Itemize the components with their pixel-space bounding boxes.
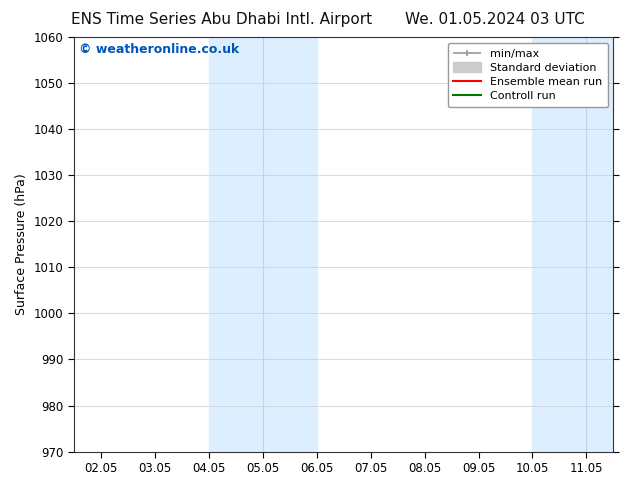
Bar xyxy=(533,37,614,452)
Legend: min/max, Standard deviation, Ensemble mean run, Controll run: min/max, Standard deviation, Ensemble me… xyxy=(448,43,608,107)
Text: ENS Time Series Abu Dhabi Intl. Airport: ENS Time Series Abu Dhabi Intl. Airport xyxy=(72,12,372,27)
Text: © weatheronline.co.uk: © weatheronline.co.uk xyxy=(79,44,240,56)
Text: We. 01.05.2024 03 UTC: We. 01.05.2024 03 UTC xyxy=(404,12,585,27)
Y-axis label: Surface Pressure (hPa): Surface Pressure (hPa) xyxy=(15,173,28,315)
Bar xyxy=(209,37,316,452)
